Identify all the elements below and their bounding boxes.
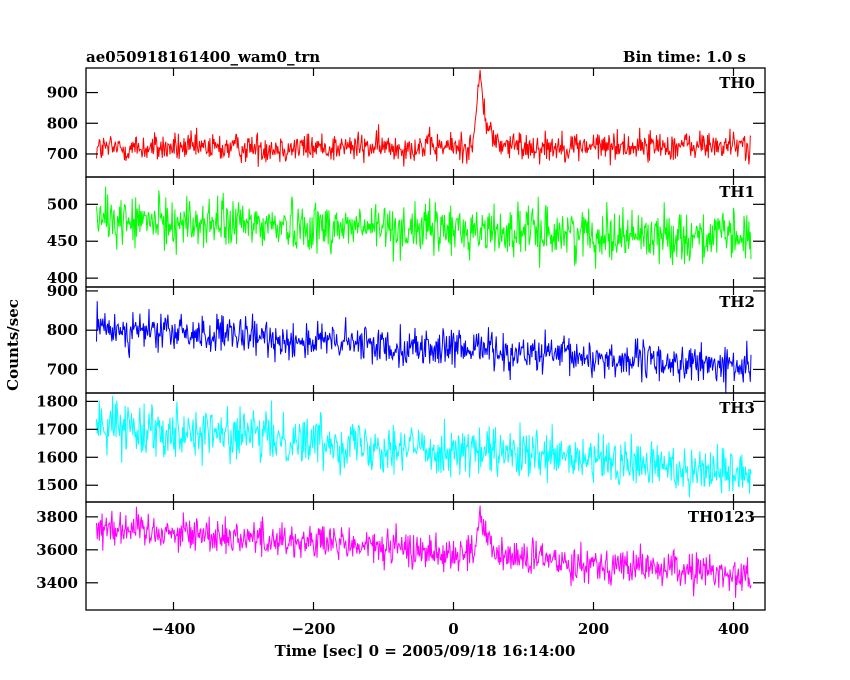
x-tick-label: −200 — [292, 620, 336, 638]
y-tick-label: 800 — [47, 114, 78, 132]
y-tick-label: 900 — [47, 84, 78, 102]
series-line-th0123 — [96, 505, 752, 598]
y-tick-label: 1800 — [36, 392, 78, 410]
series-line-th2 — [96, 301, 752, 393]
y-tick-label: 900 — [47, 282, 78, 300]
y-tick-label: 1500 — [36, 476, 78, 494]
y-axis-title: Counts/sec — [4, 299, 22, 391]
y-tick-label: 1600 — [36, 448, 78, 466]
series-line-th0 — [96, 69, 752, 167]
panel-label-th3: TH3 — [719, 399, 755, 417]
panel-label-th0123: TH0123 — [688, 508, 755, 526]
bin-time-label: Bin time: 1.0 s — [623, 48, 746, 66]
panel-frame — [85, 501, 766, 611]
x-tick-label: 400 — [718, 620, 749, 638]
y-tick-label: 3600 — [36, 541, 78, 559]
y-tick-label: 450 — [47, 232, 78, 250]
y-tick-label: 1700 — [36, 420, 78, 438]
panel-label-th2: TH2 — [719, 293, 755, 311]
y-tick-label: 700 — [47, 145, 78, 163]
y-tick-label: 800 — [47, 321, 78, 339]
y-tick-label: 700 — [47, 360, 78, 378]
panel-label-th0: TH0 — [719, 74, 755, 92]
y-tick-label: 400 — [47, 269, 78, 287]
panel-frame — [85, 67, 766, 178]
x-axis-title: Time [sec] 0 = 2005/09/18 16:14:00 — [275, 642, 576, 660]
series-line-th1 — [96, 186, 752, 269]
panel-label-th1: TH1 — [719, 183, 755, 201]
y-tick-label: 3800 — [36, 508, 78, 526]
x-tick-label: −400 — [152, 620, 196, 638]
panel-frame — [85, 392, 766, 503]
y-tick-label: 3400 — [36, 574, 78, 592]
chart-title: ae050918161400_wam0_trn — [86, 48, 320, 66]
x-tick-label: 200 — [578, 620, 609, 638]
y-tick-label: 500 — [47, 195, 78, 213]
series-line-th3 — [96, 395, 752, 498]
x-tick-label: 0 — [448, 620, 458, 638]
panels-group: 700 800 900 TH0 400 450 500 TH1 700 800 900 TH2 1500… — [36, 67, 766, 638]
